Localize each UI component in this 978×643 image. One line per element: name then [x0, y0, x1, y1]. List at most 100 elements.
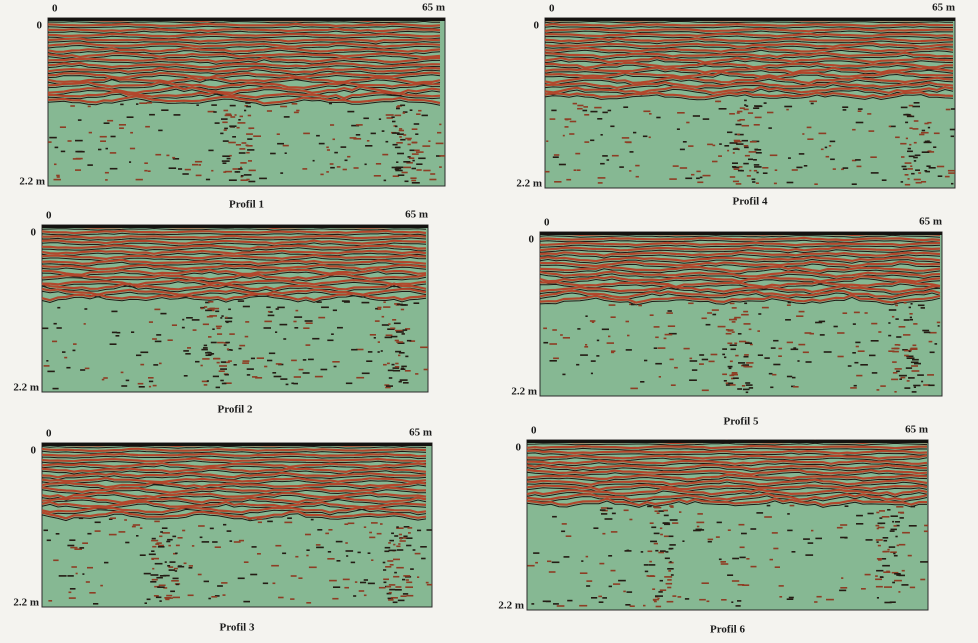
reflection-speck [672, 522, 679, 524]
reflection-speck [715, 100, 719, 103]
reflection-speck [361, 301, 370, 304]
reflection-speck [753, 169, 758, 172]
reflection-speck [839, 589, 847, 592]
reflection-speck [262, 582, 269, 585]
reflection-speck [647, 550, 653, 553]
reflection-speck [929, 331, 937, 334]
reflection-speck [263, 327, 271, 329]
reflection-speck [98, 148, 102, 151]
reflection-speck [213, 111, 217, 113]
reflection-speck [228, 179, 237, 181]
reflection-red [544, 75, 954, 85]
reflection-speck [411, 153, 419, 155]
reflection-speck [702, 118, 710, 120]
reflection-speck [911, 365, 918, 367]
reflection-red [526, 492, 928, 502]
reflection-speck [164, 561, 167, 563]
reflection-speck [291, 103, 298, 105]
reflection-speck [563, 556, 570, 558]
reflection-speck [163, 574, 170, 577]
reflection-speck [370, 132, 376, 135]
reflection-speck [345, 550, 354, 552]
reflection-speck [400, 308, 405, 311]
reflection-speck [380, 523, 383, 525]
reflection-speck [688, 302, 694, 305]
reflection-speck [933, 132, 940, 135]
reflection-speck [856, 523, 864, 525]
reflection-speck [293, 376, 301, 378]
reflection-speck [732, 162, 738, 164]
reflection-speck [399, 128, 403, 130]
reflection-speck [836, 526, 843, 529]
reflection-speck [173, 114, 181, 116]
reflection-dark [47, 93, 441, 102]
reflection-speck [741, 313, 749, 316]
reflection-speck [104, 171, 109, 174]
reflection-speck [842, 106, 849, 108]
reflection-speck [856, 374, 863, 377]
reflection-speck [867, 113, 872, 115]
reflection-speck [418, 157, 426, 160]
reflection-speck [394, 168, 399, 170]
reflection-speck [220, 368, 227, 370]
reflection-red [41, 476, 427, 484]
reflection-speck [606, 342, 614, 344]
reflection-speck [396, 106, 400, 108]
reflection-speck [327, 551, 332, 553]
reflection-speck [842, 109, 847, 111]
reflection-speck [399, 537, 407, 539]
reflection-speck [543, 327, 547, 330]
reflection-speck [905, 137, 908, 140]
reflection-speck [655, 336, 659, 339]
reflection-speck [415, 373, 419, 375]
reflection-speck [411, 182, 420, 184]
reflection-speck [154, 520, 160, 523]
reflection-speck [816, 595, 822, 598]
reflection-speck [375, 163, 382, 165]
reflection-speck [388, 591, 392, 594]
reflection-speck [283, 338, 287, 340]
reflection-speck [387, 560, 394, 562]
reflection-speck [875, 585, 883, 588]
reflection-speck [629, 151, 634, 153]
reflection-speck [576, 169, 581, 171]
reflection-speck [894, 301, 898, 304]
reflection-speck [367, 582, 375, 585]
reflection-speck [857, 108, 863, 110]
reflection-speck [384, 550, 390, 553]
reflection-speck [215, 325, 222, 328]
reflection-speck [293, 111, 299, 114]
reflection-dark [526, 476, 928, 483]
reflection-speck [727, 365, 733, 368]
reflection-dark [526, 447, 928, 452]
reflection-red [41, 510, 427, 520]
reflection-speck [211, 169, 214, 172]
reflection-speck [105, 179, 108, 181]
reflection-speck [227, 360, 232, 362]
reflection-speck [259, 177, 267, 180]
reflection-speck [391, 532, 394, 535]
reflection-speck [306, 554, 309, 557]
reflection-speck [366, 360, 373, 362]
reflection-speck [192, 163, 198, 166]
reflection-speck [602, 532, 606, 535]
reflection-speck [928, 167, 936, 169]
reflection-speck [327, 558, 335, 560]
reflection-speck [613, 583, 621, 585]
reflection-speck [223, 129, 227, 131]
reflection-speck [159, 600, 162, 602]
reflection-speck [711, 309, 719, 311]
reflection-speck [347, 522, 355, 525]
reflection-speck [373, 337, 376, 339]
reflection-speck [222, 121, 228, 124]
reflection-speck [733, 168, 740, 170]
reflection-speck [197, 573, 202, 576]
reflection-speck [748, 151, 757, 153]
reflection-speck [383, 581, 387, 584]
reflection-speck [237, 122, 246, 124]
reflection-speck [924, 140, 930, 143]
reflection-speck [396, 331, 404, 333]
reflection-speck [75, 169, 81, 171]
surface-band [42, 225, 428, 228]
reflection-speck [139, 554, 146, 556]
